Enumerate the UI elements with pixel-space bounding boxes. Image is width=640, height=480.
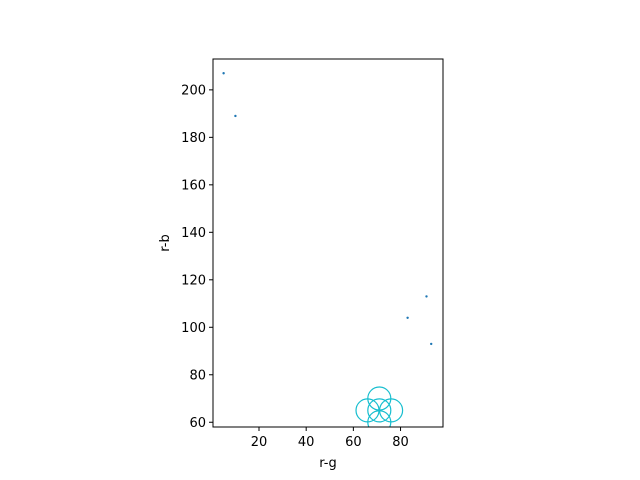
x-tick-label: 20	[251, 435, 268, 450]
x-tick-label: 60	[345, 435, 362, 450]
y-tick-label: 180	[181, 131, 206, 146]
y-tick-label: 200	[181, 83, 206, 98]
data-point	[406, 316, 409, 319]
y-tick-label: 140	[181, 226, 206, 241]
data-point	[234, 114, 237, 118]
y-tick-label: 100	[181, 321, 206, 336]
axis-ticks: 20 40 60 80 60 80 100 120 140 160 180 200	[181, 83, 409, 450]
plot-area	[213, 59, 443, 427]
y-tick-label: 60	[189, 416, 206, 431]
data-marks	[222, 72, 433, 427]
open-circle-point	[367, 410, 392, 427]
y-tick-label: 120	[181, 273, 206, 288]
open-circle-point	[367, 398, 392, 423]
data-point	[222, 72, 225, 75]
data-point	[425, 295, 428, 298]
data-point	[430, 342, 433, 346]
x-tick-label: 80	[392, 435, 409, 450]
y-axis-label: r-b	[158, 234, 173, 251]
y-tick-label: 160	[181, 178, 206, 193]
y-tick-label: 80	[189, 368, 206, 383]
plot-frame	[212, 58, 444, 428]
x-tick-label: 40	[298, 435, 315, 450]
x-axis-label: r-g	[319, 456, 336, 471]
